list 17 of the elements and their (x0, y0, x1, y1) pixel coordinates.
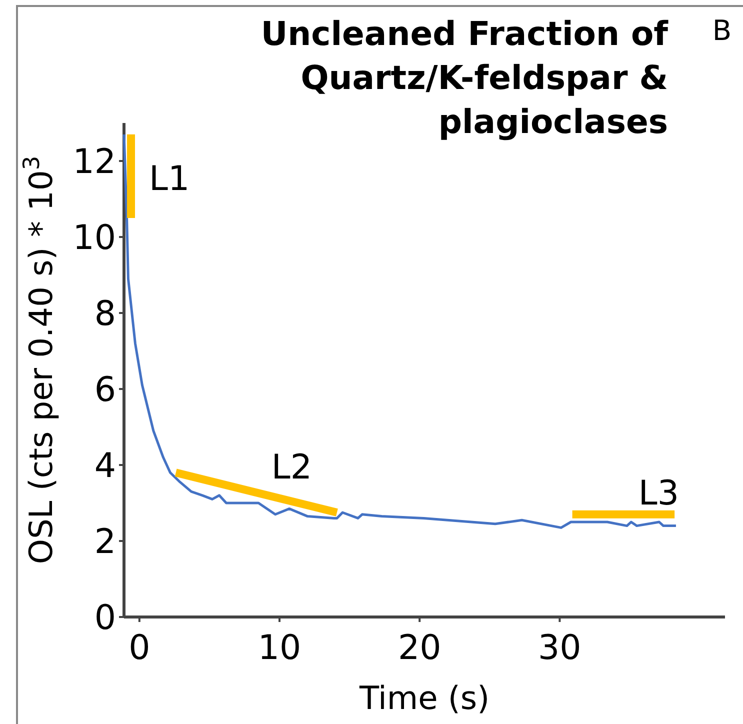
y-tick-label: 8 (94, 294, 116, 334)
x-tick-label: 30 (538, 628, 582, 668)
series-label: L1 (149, 159, 190, 200)
x-tick-label: 0 (128, 628, 150, 668)
text: B (712, 14, 732, 47)
y-tick-label: 6 (94, 370, 116, 410)
x-tick-label: 20 (398, 628, 442, 668)
y-tick-label: 4 (94, 446, 116, 486)
x-tick-label: 10 (258, 628, 302, 668)
series-label: L3 (638, 473, 680, 514)
y-tick-label: 2 (94, 522, 116, 562)
y-tick-label: 12 (72, 142, 116, 182)
y-tick-label: 0 (94, 598, 116, 638)
y-tick-label: 10 (72, 218, 116, 258)
chart-title: Uncleaned Fraction of Quartz/K-feldspar & plagioclases (260, 14, 669, 141)
series-label: L2 (271, 448, 312, 488)
x-axis-title: Time (s) (358, 679, 490, 717)
